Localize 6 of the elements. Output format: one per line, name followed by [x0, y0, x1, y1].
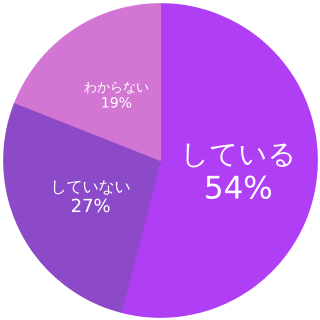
data-label: 54% [204, 170, 273, 206]
data-label: 19% [100, 96, 132, 112]
slice-label: わからない [84, 80, 149, 96]
data-label: 27% [70, 196, 111, 218]
slice-label: している [180, 137, 296, 170]
slice-label: していない [50, 177, 131, 196]
